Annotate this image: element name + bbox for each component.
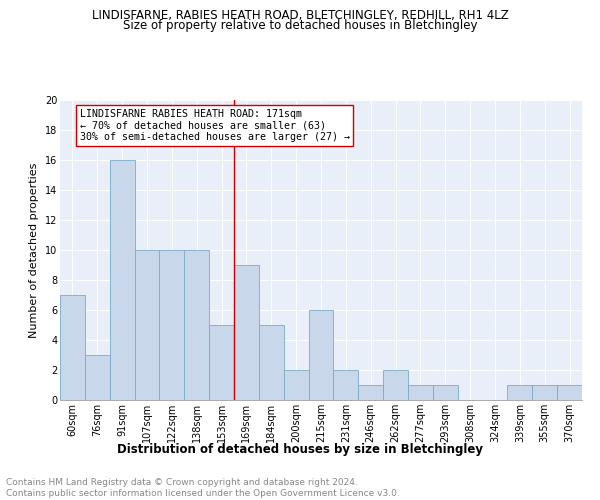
Bar (557, 385, 582, 400)
Bar (334, 370, 358, 400)
Bar (433, 385, 458, 400)
Text: Distribution of detached houses by size in Bletchingley: Distribution of detached houses by size … (117, 442, 483, 456)
Bar (209, 325, 234, 400)
Text: Size of property relative to detached houses in Bletchingley: Size of property relative to detached ho… (123, 19, 477, 32)
Bar (383, 370, 408, 400)
Bar (60, 295, 85, 400)
Text: LINDISFARNE RABIES HEATH ROAD: 171sqm
← 70% of detached houses are smaller (63)
: LINDISFARNE RABIES HEATH ROAD: 171sqm ← … (80, 109, 350, 142)
Bar (234, 265, 259, 400)
Bar (408, 385, 433, 400)
Bar (284, 370, 308, 400)
Bar (259, 325, 284, 400)
Bar (358, 385, 383, 400)
Bar (508, 385, 532, 400)
Y-axis label: Number of detached properties: Number of detached properties (29, 162, 39, 338)
Bar (184, 250, 209, 400)
Bar (308, 310, 334, 400)
Bar (110, 160, 134, 400)
Text: Contains HM Land Registry data © Crown copyright and database right 2024.
Contai: Contains HM Land Registry data © Crown c… (6, 478, 400, 498)
Text: LINDISFARNE, RABIES HEATH ROAD, BLETCHINGLEY, REDHILL, RH1 4LZ: LINDISFARNE, RABIES HEATH ROAD, BLETCHIN… (92, 9, 508, 22)
Bar (532, 385, 557, 400)
Bar (134, 250, 160, 400)
Bar (160, 250, 184, 400)
Bar (85, 355, 110, 400)
